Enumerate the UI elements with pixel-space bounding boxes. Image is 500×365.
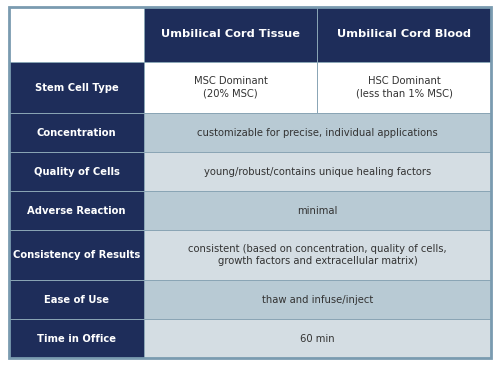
- Bar: [9, 152, 144, 191]
- Bar: [144, 62, 318, 113]
- Text: Umbilical Cord Tissue: Umbilical Cord Tissue: [161, 29, 300, 39]
- Bar: [144, 7, 318, 62]
- Bar: [9, 113, 144, 152]
- Bar: [9, 230, 144, 280]
- Bar: [9, 280, 144, 319]
- Text: thaw and infuse/inject: thaw and infuse/inject: [262, 295, 373, 305]
- Bar: [9, 191, 144, 230]
- Text: Umbilical Cord Blood: Umbilical Cord Blood: [337, 29, 471, 39]
- Text: Ease of Use: Ease of Use: [44, 295, 109, 305]
- Text: customizable for precise, individual applications: customizable for precise, individual app…: [197, 128, 438, 138]
- Text: MSC Dominant
(20% MSC): MSC Dominant (20% MSC): [194, 76, 268, 99]
- Bar: [144, 152, 491, 191]
- Bar: [9, 319, 144, 358]
- Text: Time in Office: Time in Office: [37, 334, 116, 344]
- Bar: [144, 113, 491, 152]
- Bar: [144, 230, 491, 280]
- Bar: [318, 7, 491, 62]
- Text: Stem Cell Type: Stem Cell Type: [34, 82, 118, 93]
- Text: minimal: minimal: [298, 205, 338, 216]
- Text: Concentration: Concentration: [36, 128, 117, 138]
- Bar: [144, 280, 491, 319]
- Text: Consistency of Results: Consistency of Results: [13, 250, 140, 260]
- Text: HSC Dominant
(less than 1% MSC): HSC Dominant (less than 1% MSC): [356, 76, 452, 99]
- Text: Adverse Reaction: Adverse Reaction: [27, 205, 126, 216]
- Text: young/robust/contains unique healing factors: young/robust/contains unique healing fac…: [204, 167, 431, 177]
- Bar: [144, 191, 491, 230]
- Text: 60 min: 60 min: [300, 334, 335, 344]
- Text: Quality of Cells: Quality of Cells: [34, 167, 120, 177]
- Bar: [144, 319, 491, 358]
- Text: consistent (based on concentration, quality of cells,
growth factors and extrace: consistent (based on concentration, qual…: [188, 244, 447, 266]
- Bar: [9, 62, 144, 113]
- Bar: [9, 7, 144, 62]
- Bar: [318, 62, 491, 113]
